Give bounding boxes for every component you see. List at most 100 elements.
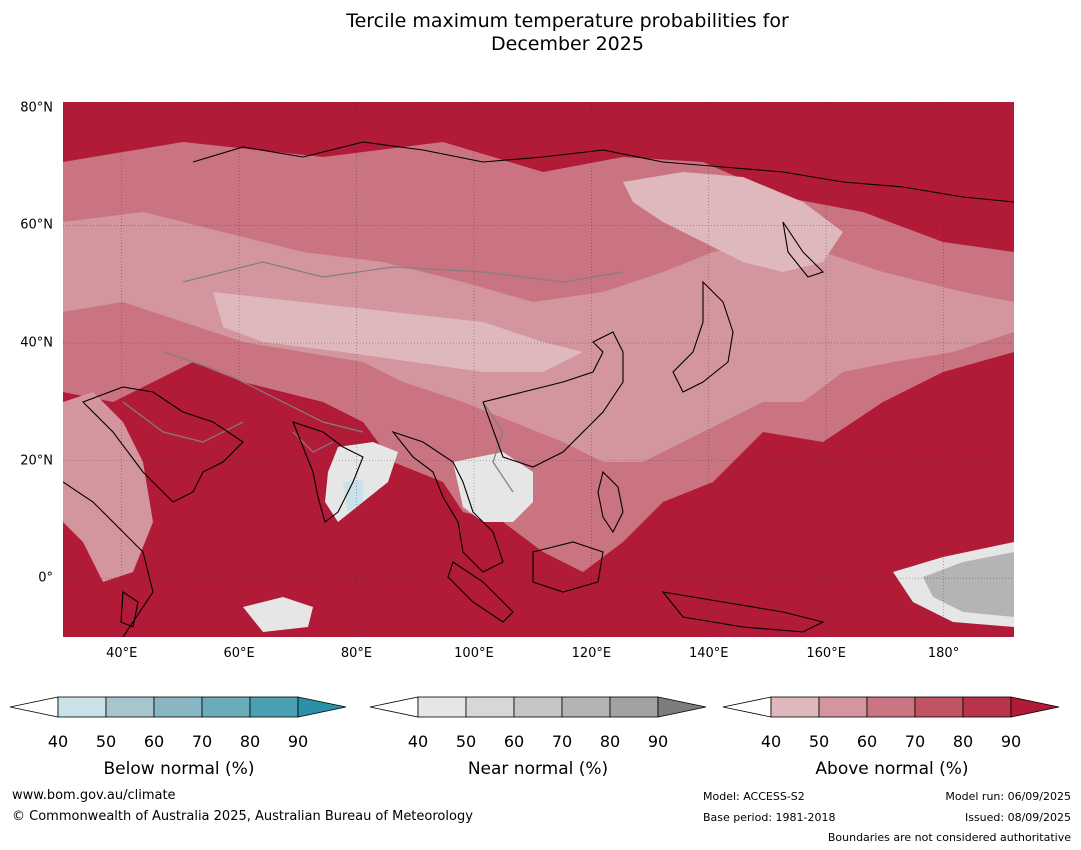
coastlines: [63, 141, 1014, 637]
colorbar-swatch: [57, 696, 107, 718]
map-title: Tercile maximum temperature probabilitie…: [0, 10, 1081, 56]
colorbar-tick-label: 40: [47, 732, 69, 751]
country-boundaries: [122, 261, 624, 493]
colorbar-swatch: [770, 696, 820, 718]
colorbar-swatch: [914, 696, 964, 718]
coast-borneo: [532, 541, 604, 593]
coast-sumatra: [447, 561, 514, 623]
colorbar-tick-label: 60: [143, 732, 165, 751]
lat-tick-label: 0°: [38, 570, 53, 586]
probability-map: [63, 102, 1014, 637]
field-above-40-siberia: [623, 172, 843, 272]
map-title-line2: December 2025: [491, 33, 644, 55]
colorbar-below-swatches: [9, 696, 347, 718]
field-above-50: [63, 212, 1014, 462]
lat-tick-label: 20°N: [20, 453, 53, 469]
colorbar-tick-label: 80: [239, 732, 261, 751]
colorbar-tick-label: 80: [952, 732, 974, 751]
colorbar-below-ticks: 40 50 60 70 80 90: [10, 732, 348, 752]
lon-tick-label: 60°E: [223, 646, 255, 661]
colorbar-swatch: [417, 696, 467, 718]
coast-indochina: [391, 430, 504, 573]
lon-tick-label: 100°E: [454, 646, 494, 661]
lon-tick-label: 80°E: [340, 646, 373, 661]
coast-africa: [63, 481, 154, 637]
colorbar-swatch: [201, 696, 251, 718]
model-name: Model: ACCESS-S2: [703, 790, 805, 803]
colorbar-tick-label: 50: [95, 732, 117, 751]
colorbar-swatch: [561, 696, 611, 718]
colorbar-above-label: Above normal (%): [815, 759, 969, 779]
lon-tick-label: 40°E: [106, 646, 138, 661]
coast-philippines: [597, 470, 624, 534]
colorbar-tick-label: 90: [287, 732, 309, 751]
coast-india: [292, 421, 364, 523]
colorbar-tick-label: 50: [455, 732, 477, 751]
field-near-pacific-70: [923, 552, 1014, 617]
coast-arctic: [192, 141, 1014, 203]
coast-madagascar: [120, 591, 139, 628]
probability-fields: [63, 142, 1014, 632]
colorbar-tick-label: 90: [647, 732, 669, 751]
colorbar-tick-label: 70: [551, 732, 573, 751]
colorbar-tick-label: 60: [856, 732, 878, 751]
colorbar-below-label: Below normal (%): [103, 759, 255, 779]
model-run-date: Model run: 06/09/2025: [945, 790, 1071, 803]
map-title-line1: Tercile maximum temperature probabilitie…: [346, 10, 789, 32]
colorbar-extend-high: [297, 696, 347, 718]
colorbar-above-ticks: 40 50 60 70 80 90: [723, 732, 1061, 752]
colorbar-extend-high: [1010, 696, 1060, 718]
colorbar-tick-label: 90: [1000, 732, 1022, 751]
coast-arabia: [82, 386, 244, 503]
copyright-text: © Commonwealth of Australia 2025, Austra…: [12, 809, 473, 824]
lat-tick-label: 80°N: [20, 100, 53, 116]
gridlines: [63, 102, 1014, 637]
colorbar-near-label: Near normal (%): [467, 759, 609, 779]
colorbar-tick-label: 50: [808, 732, 830, 751]
colorbar-tick-label: 60: [503, 732, 525, 751]
issued-date: Issued: 08/09/2025: [964, 811, 1071, 824]
coast-china: [482, 331, 624, 468]
website-link[interactable]: www.bom.gov.au/climate: [12, 788, 176, 803]
lon-tick-label: 140°E: [688, 646, 729, 661]
coast-newguinea: [661, 591, 825, 633]
field-above-40-asia: [213, 292, 583, 372]
colorbar-swatch: [465, 696, 515, 718]
colorbar-swatch: [818, 696, 868, 718]
colorbar-swatch: [866, 696, 916, 718]
coast-kamchatka: [782, 221, 825, 278]
field-below-india: [343, 480, 363, 512]
colorbar-above-swatches: [722, 696, 1060, 718]
colorbar-above-normal: [722, 696, 1061, 718]
colorbar-extend-low: [369, 696, 419, 718]
field-near-arabian: [243, 597, 313, 632]
colorbar-swatch: [249, 696, 299, 718]
lat-tick-label: 60°N: [20, 217, 53, 233]
colorbar-tick-label: 40: [407, 732, 429, 751]
colorbar-swatch: [105, 696, 155, 718]
colorbar-tick-label: 40: [760, 732, 782, 751]
colorbar-extend-low: [722, 696, 772, 718]
colorbar-tick-label: 70: [191, 732, 213, 751]
colorbar-swatch: [153, 696, 203, 718]
field-above-50-west: [63, 392, 153, 582]
colorbar-near-swatches: [369, 696, 707, 718]
colorbar-swatch: [609, 696, 659, 718]
lon-tick-label: 120°E: [571, 646, 612, 661]
colorbar-near-normal: [369, 696, 708, 718]
colorbar-tick-label: 70: [904, 732, 926, 751]
lat-tick-label: 40°N: [20, 335, 53, 351]
lon-tick-label: 180°: [927, 646, 960, 661]
colorbar-swatch: [513, 696, 563, 718]
colorbar-tick-label: 80: [599, 732, 621, 751]
colorbar-extend-high: [657, 696, 707, 718]
map-panel: [63, 102, 1014, 637]
coast-japan: [672, 280, 734, 393]
lon-tick-label: 160°E: [806, 646, 846, 661]
boundaries-note: Boundaries are not considered authoritat…: [827, 831, 1071, 844]
colorbar-extend-low: [9, 696, 59, 718]
field-near-indochina: [453, 452, 533, 522]
colorbar-below-normal: [9, 696, 348, 718]
colorbar-swatch: [962, 696, 1012, 718]
colorbar-near-ticks: 40 50 60 70 80 90: [370, 732, 708, 752]
